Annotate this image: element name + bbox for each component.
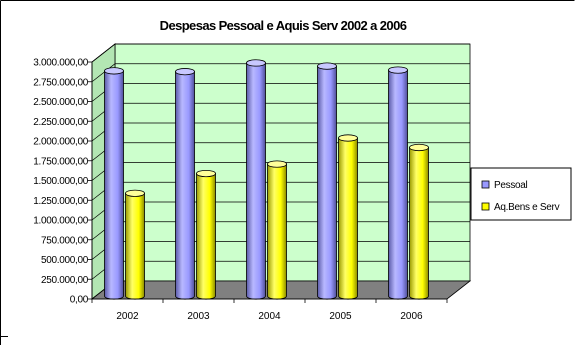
y-tick-label: 1.750.000,00 <box>33 156 89 167</box>
bar-top <box>104 67 124 75</box>
gridline <box>91 63 470 83</box>
bar-top <box>338 134 358 142</box>
bar-body <box>267 163 287 300</box>
bar-2005-aq-bens-serv <box>338 134 358 300</box>
bar-body <box>246 62 266 300</box>
y-tick-label: 750.000,00 <box>41 235 89 246</box>
y-tick-label: 1.000.000,00 <box>33 216 89 227</box>
bar-top <box>267 160 287 168</box>
bar-top <box>317 62 337 70</box>
bar-2003-pessoal <box>175 68 195 300</box>
x-axis: 2002 2003 2004 2005 2006 <box>91 298 448 322</box>
y-tick-label: 3.000.000,00 <box>33 58 89 69</box>
y-tick-label: 2.000.000,00 <box>33 137 89 148</box>
y-tick-label: 1.500.000,00 <box>33 176 89 187</box>
bar-top <box>388 66 408 74</box>
legend-swatch-pessoal <box>481 180 490 189</box>
legend-box <box>470 167 572 221</box>
x-tick-label: 2005 <box>329 311 352 322</box>
x-tick-label: 2002 <box>116 311 139 322</box>
bar-2004-pessoal <box>246 59 266 300</box>
bar-body <box>175 71 195 300</box>
x-tick-label: 2004 <box>258 311 281 322</box>
legend-swatch-aq-bens-serv <box>481 202 490 211</box>
y-tick-label: 0,00 <box>70 295 89 306</box>
x-tick-label: 2006 <box>400 311 423 322</box>
bar-body <box>104 70 124 300</box>
legend-label-pessoal: Pessoal <box>494 180 528 191</box>
bar-body <box>409 147 429 300</box>
bar-top <box>246 59 266 67</box>
legend-label-aq-bens-serv: Aq.Bens e Serv <box>494 202 560 213</box>
bar-2002-aq-bens-serv <box>125 189 145 300</box>
gridline <box>91 43 470 63</box>
bar-body <box>196 173 216 300</box>
bar-top <box>175 68 195 76</box>
chart-title: Despesas Pessoal e Aquis Serv 2002 a 200… <box>160 18 407 33</box>
y-tick-label: 500.000,00 <box>41 255 89 266</box>
bar-body <box>388 69 408 300</box>
y-tick-label: 250.000,00 <box>41 275 89 286</box>
bar-2006-pessoal <box>388 66 408 300</box>
bar-2002-pessoal <box>104 67 124 300</box>
bar-top <box>409 143 429 152</box>
bar-2006-aq-bens-serv <box>409 143 429 300</box>
bar-body <box>125 192 145 300</box>
bar-body <box>338 137 358 300</box>
y-tick-label: 1.250.000,00 <box>33 196 89 207</box>
bar-top <box>196 169 216 178</box>
bar-2005-pessoal <box>317 62 337 300</box>
x-tick-label: 2003 <box>187 311 210 322</box>
bar-2003-aq-bens-serv <box>196 169 216 300</box>
bar-2004-aq-bens-serv <box>267 160 287 300</box>
bar-body <box>317 65 337 300</box>
bars <box>104 59 429 300</box>
y-tick-label: 2.750.000,00 <box>33 77 89 88</box>
bar-top <box>125 189 145 197</box>
legend: Pessoal Aq.Bens e Serv <box>470 167 572 221</box>
y-tick-label: 2.250.000,00 <box>33 117 89 128</box>
y-axis: 0,00 250.000,00 500.000,00 750.000,00 1.000.… <box>33 58 93 306</box>
y-tick-label: 2.500.000,00 <box>33 97 89 108</box>
